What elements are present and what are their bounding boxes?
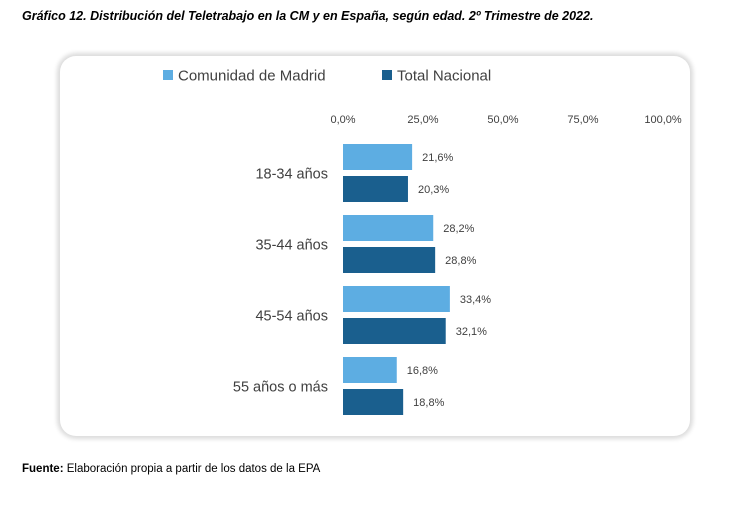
data-label: 18,8% [413,397,444,409]
bar-nacional [343,318,446,344]
legend-label-1: Comunidad de Madrid [178,68,326,85]
x-tick-label: 25,0% [407,114,438,126]
bar-nacional [343,389,404,415]
category-label: 35-44 años [255,238,328,254]
x-tick-label: 100,0% [644,114,682,126]
data-label: 28,2% [443,223,474,235]
x-tick-label: 75,0% [567,114,598,126]
legend-swatch-2 [382,70,392,80]
source-text: Elaboración propia a partir de los datos… [66,463,321,475]
source-label: Fuente: [22,463,64,475]
data-label: 33,4% [460,294,491,306]
legend-swatch-1 [163,70,173,80]
data-label: 21,6% [422,152,453,164]
bar-madrid [343,286,450,312]
category-label: 55 años o más [233,380,328,396]
data-label: 16,8% [407,365,438,377]
data-label: 20,3% [418,184,449,196]
bar-chart: Comunidad de Madrid Total Nacional 0,0% 25,… [163,68,682,415]
chart-title: Gráfico 12. Distribución del Teletrabajo… [22,9,594,23]
category-label: 18-34 años [255,167,328,183]
data-label: 28,8% [445,255,476,267]
bar-madrid [343,144,413,170]
bar-madrid [343,215,434,241]
legend-label-2: Total Nacional [397,68,491,85]
data-label: 32,1% [456,326,487,338]
category-label: 45-54 años [255,309,328,325]
bar-madrid [343,357,397,383]
bar-nacional [343,176,408,202]
x-tick-label: 0,0% [330,114,355,126]
source-note: Fuente: Elaboración propia a partir de l… [22,463,320,475]
bar-nacional [343,247,436,273]
x-tick-label: 50,0% [487,114,518,126]
